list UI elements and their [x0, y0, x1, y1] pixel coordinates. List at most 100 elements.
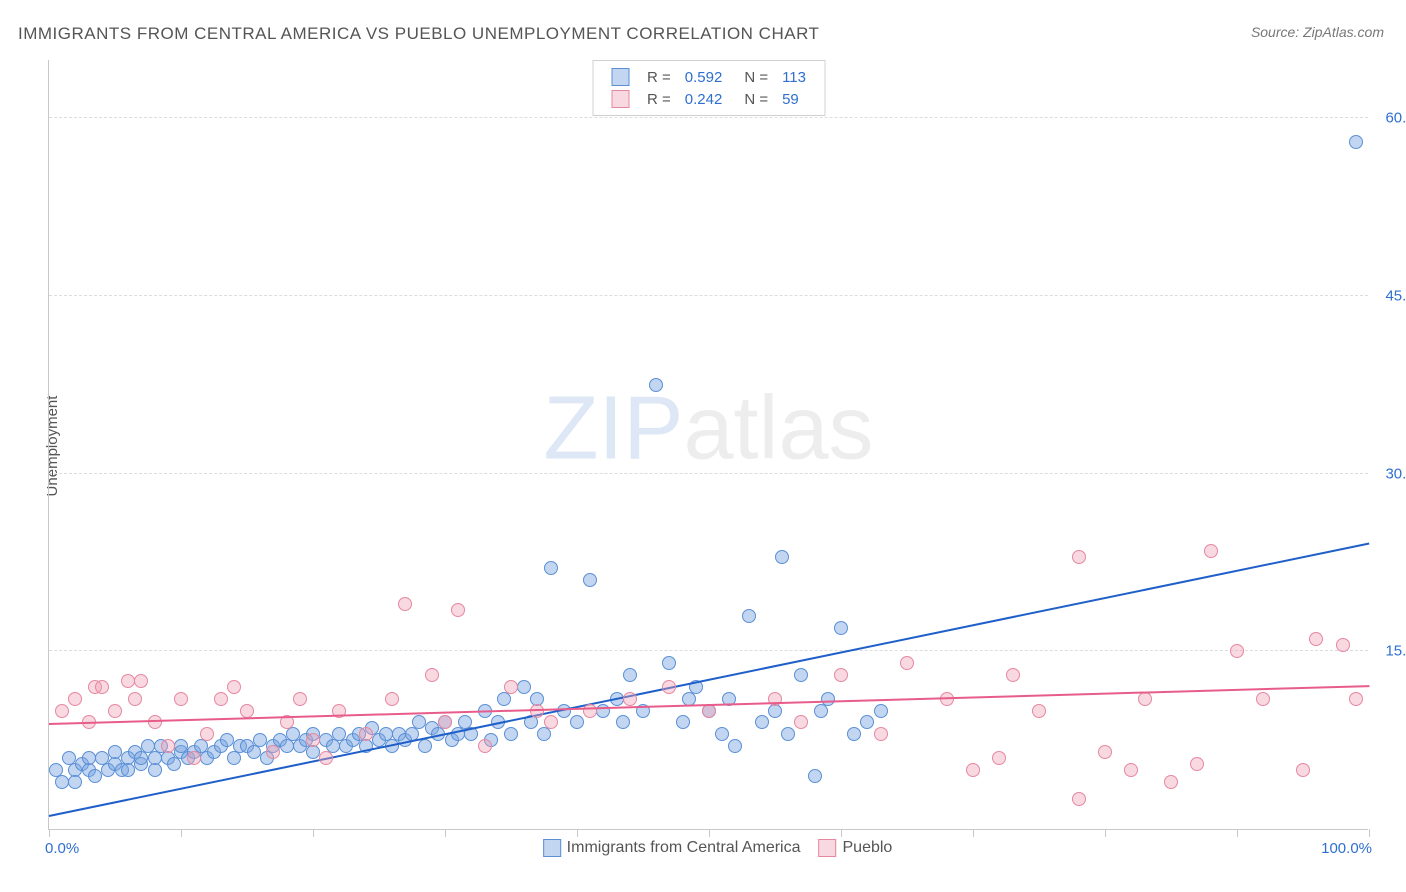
data-point-pueblo — [504, 680, 518, 694]
y-tick-label: 30.0% — [1373, 465, 1406, 482]
data-point-pueblo — [227, 680, 241, 694]
x-tick — [577, 829, 578, 837]
data-point-pueblo — [306, 733, 320, 747]
x-tick — [709, 829, 710, 837]
data-point-pueblo — [1072, 550, 1086, 564]
data-point-pueblo — [293, 692, 307, 706]
data-point-pueblo — [1164, 775, 1178, 789]
data-point-immigrants — [68, 775, 82, 789]
data-point-pueblo — [319, 751, 333, 765]
x-max-label: 100.0% — [1321, 840, 1372, 857]
data-point-immigrants — [728, 739, 742, 753]
data-point-immigrants — [834, 621, 848, 635]
watermark-zip: ZIP — [543, 379, 683, 479]
data-point-immigrants — [794, 668, 808, 682]
data-point-pueblo — [794, 715, 808, 729]
data-point-immigrants — [55, 775, 69, 789]
source-prefix: Source: — [1251, 24, 1303, 40]
legend-label-pueblo: Pueblo — [843, 839, 893, 856]
data-point-pueblo — [966, 763, 980, 777]
data-point-pueblo — [385, 692, 399, 706]
data-point-immigrants — [517, 680, 531, 694]
data-point-pueblo — [900, 656, 914, 670]
data-point-immigrants — [220, 733, 234, 747]
data-point-pueblo — [478, 739, 492, 753]
data-point-immigrants — [418, 739, 432, 753]
x-tick — [313, 829, 314, 837]
data-point-pueblo — [1138, 692, 1152, 706]
x-tick — [841, 829, 842, 837]
data-point-immigrants — [583, 573, 597, 587]
data-point-immigrants — [504, 727, 518, 741]
y-tick-label: 15.0% — [1373, 643, 1406, 660]
data-point-immigrants — [715, 727, 729, 741]
data-point-pueblo — [187, 751, 201, 765]
legend-row-pueblo: R =0.242N =59 — [605, 89, 812, 109]
data-point-pueblo — [544, 715, 558, 729]
data-point-pueblo — [1098, 745, 1112, 759]
data-point-pueblo — [174, 692, 188, 706]
data-point-pueblo — [68, 692, 82, 706]
data-point-pueblo — [1072, 792, 1086, 806]
data-point-pueblo — [1309, 632, 1323, 646]
data-point-pueblo — [1204, 544, 1218, 558]
data-point-pueblo — [451, 603, 465, 617]
data-point-pueblo — [438, 715, 452, 729]
y-tick-label: 60.0% — [1373, 110, 1406, 127]
data-point-immigrants — [860, 715, 874, 729]
legend-swatch-immigrants — [543, 839, 561, 857]
data-point-immigrants — [623, 668, 637, 682]
data-point-pueblo — [128, 692, 142, 706]
scatter-plot: ZIPatlas R =0.592N =113R =0.242N =59 Imm… — [48, 60, 1368, 830]
source-name: ZipAtlas.com — [1303, 24, 1384, 40]
data-point-immigrants — [412, 715, 426, 729]
data-point-pueblo — [398, 597, 412, 611]
data-point-pueblo — [1006, 668, 1020, 682]
data-point-pueblo — [148, 715, 162, 729]
data-point-immigrants — [570, 715, 584, 729]
data-point-pueblo — [266, 745, 280, 759]
data-point-pueblo — [214, 692, 228, 706]
y-tick-label: 45.0% — [1373, 287, 1406, 304]
x-tick — [445, 829, 446, 837]
gridline — [49, 117, 1368, 118]
x-tick — [1369, 829, 1370, 837]
data-point-immigrants — [649, 378, 663, 392]
data-point-pueblo — [1124, 763, 1138, 777]
data-point-pueblo — [1256, 692, 1270, 706]
data-point-pueblo — [834, 668, 848, 682]
gridline — [49, 473, 1368, 474]
data-point-immigrants — [781, 727, 795, 741]
data-point-pueblo — [583, 704, 597, 718]
legend-label-immigrants: Immigrants from Central America — [567, 839, 801, 856]
watermark-atlas: atlas — [683, 379, 873, 479]
data-point-immigrants — [596, 704, 610, 718]
data-point-immigrants — [775, 550, 789, 564]
data-point-pueblo — [623, 692, 637, 706]
correlation-legend: R =0.592N =113R =0.242N =59 — [592, 60, 825, 116]
data-point-immigrants — [662, 656, 676, 670]
data-point-pueblo — [1230, 644, 1244, 658]
source-label: Source: ZipAtlas.com — [1251, 24, 1384, 40]
data-point-pueblo — [95, 680, 109, 694]
legend-swatch-pueblo — [819, 839, 837, 857]
data-point-immigrants — [1349, 135, 1363, 149]
x-tick — [973, 829, 974, 837]
data-point-pueblo — [992, 751, 1006, 765]
data-point-pueblo — [662, 680, 676, 694]
legend-row-immigrants: R =0.592N =113 — [605, 67, 812, 87]
data-point-pueblo — [240, 704, 254, 718]
data-point-pueblo — [1336, 638, 1350, 652]
watermark: ZIPatlas — [543, 378, 873, 481]
data-point-immigrants — [874, 704, 888, 718]
data-point-pueblo — [1296, 763, 1310, 777]
data-point-immigrants — [808, 769, 822, 783]
x-tick — [181, 829, 182, 837]
data-point-immigrants — [755, 715, 769, 729]
data-point-immigrants — [847, 727, 861, 741]
series-legend: Immigrants from Central America Pueblo — [525, 839, 893, 857]
data-point-pueblo — [134, 674, 148, 688]
data-point-immigrants — [544, 561, 558, 575]
data-point-pueblo — [1190, 757, 1204, 771]
data-point-immigrants — [742, 609, 756, 623]
